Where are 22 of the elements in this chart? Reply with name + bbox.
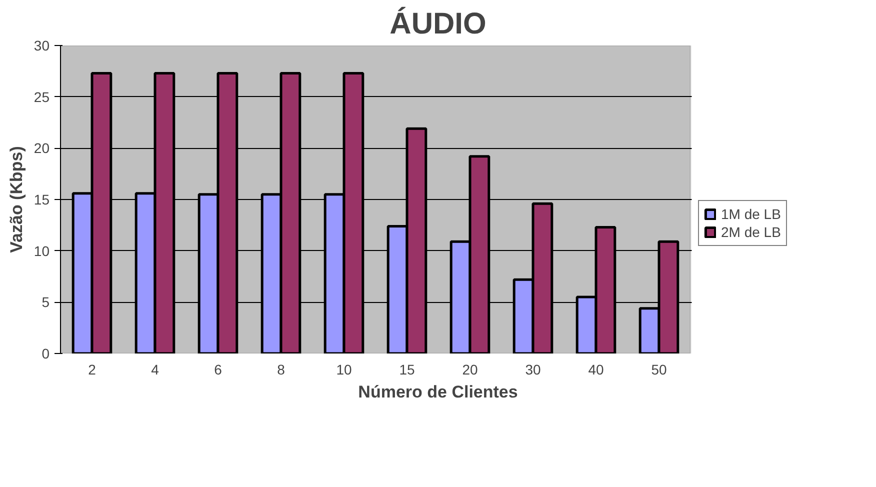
legend-label: 2M de LB (721, 224, 781, 240)
x-tick-label: 15 (399, 362, 415, 378)
x-tick-label: 2 (88, 362, 96, 378)
y-tick-label: 10 (34, 242, 50, 259)
x-tick-label: 50 (651, 362, 667, 378)
x-tick-label: 6 (214, 362, 222, 378)
y-tick-label: 30 (34, 38, 50, 54)
y-tick-label: 20 (34, 140, 50, 156)
legend-label: 1M de LB (721, 206, 781, 222)
y-tick-label: 5 (42, 294, 50, 310)
x-tick-label: 30 (525, 362, 541, 378)
x-tick-label: 40 (588, 362, 604, 378)
x-tick-label: 4 (151, 362, 160, 378)
x-tick-label: 8 (277, 362, 286, 378)
y-axis-title: Vazão (Kbps) (6, 146, 26, 253)
y-tick-label: 0 (42, 346, 50, 362)
y-tick-label: 15 (34, 192, 50, 208)
x-tick-label: 20 (462, 362, 478, 378)
chart-title: ÁUDIO (390, 6, 486, 40)
y-tick-label: 25 (34, 88, 50, 105)
x-tick-label: 10 (336, 362, 352, 378)
x-axis-title: Número de Clientes (358, 382, 518, 402)
